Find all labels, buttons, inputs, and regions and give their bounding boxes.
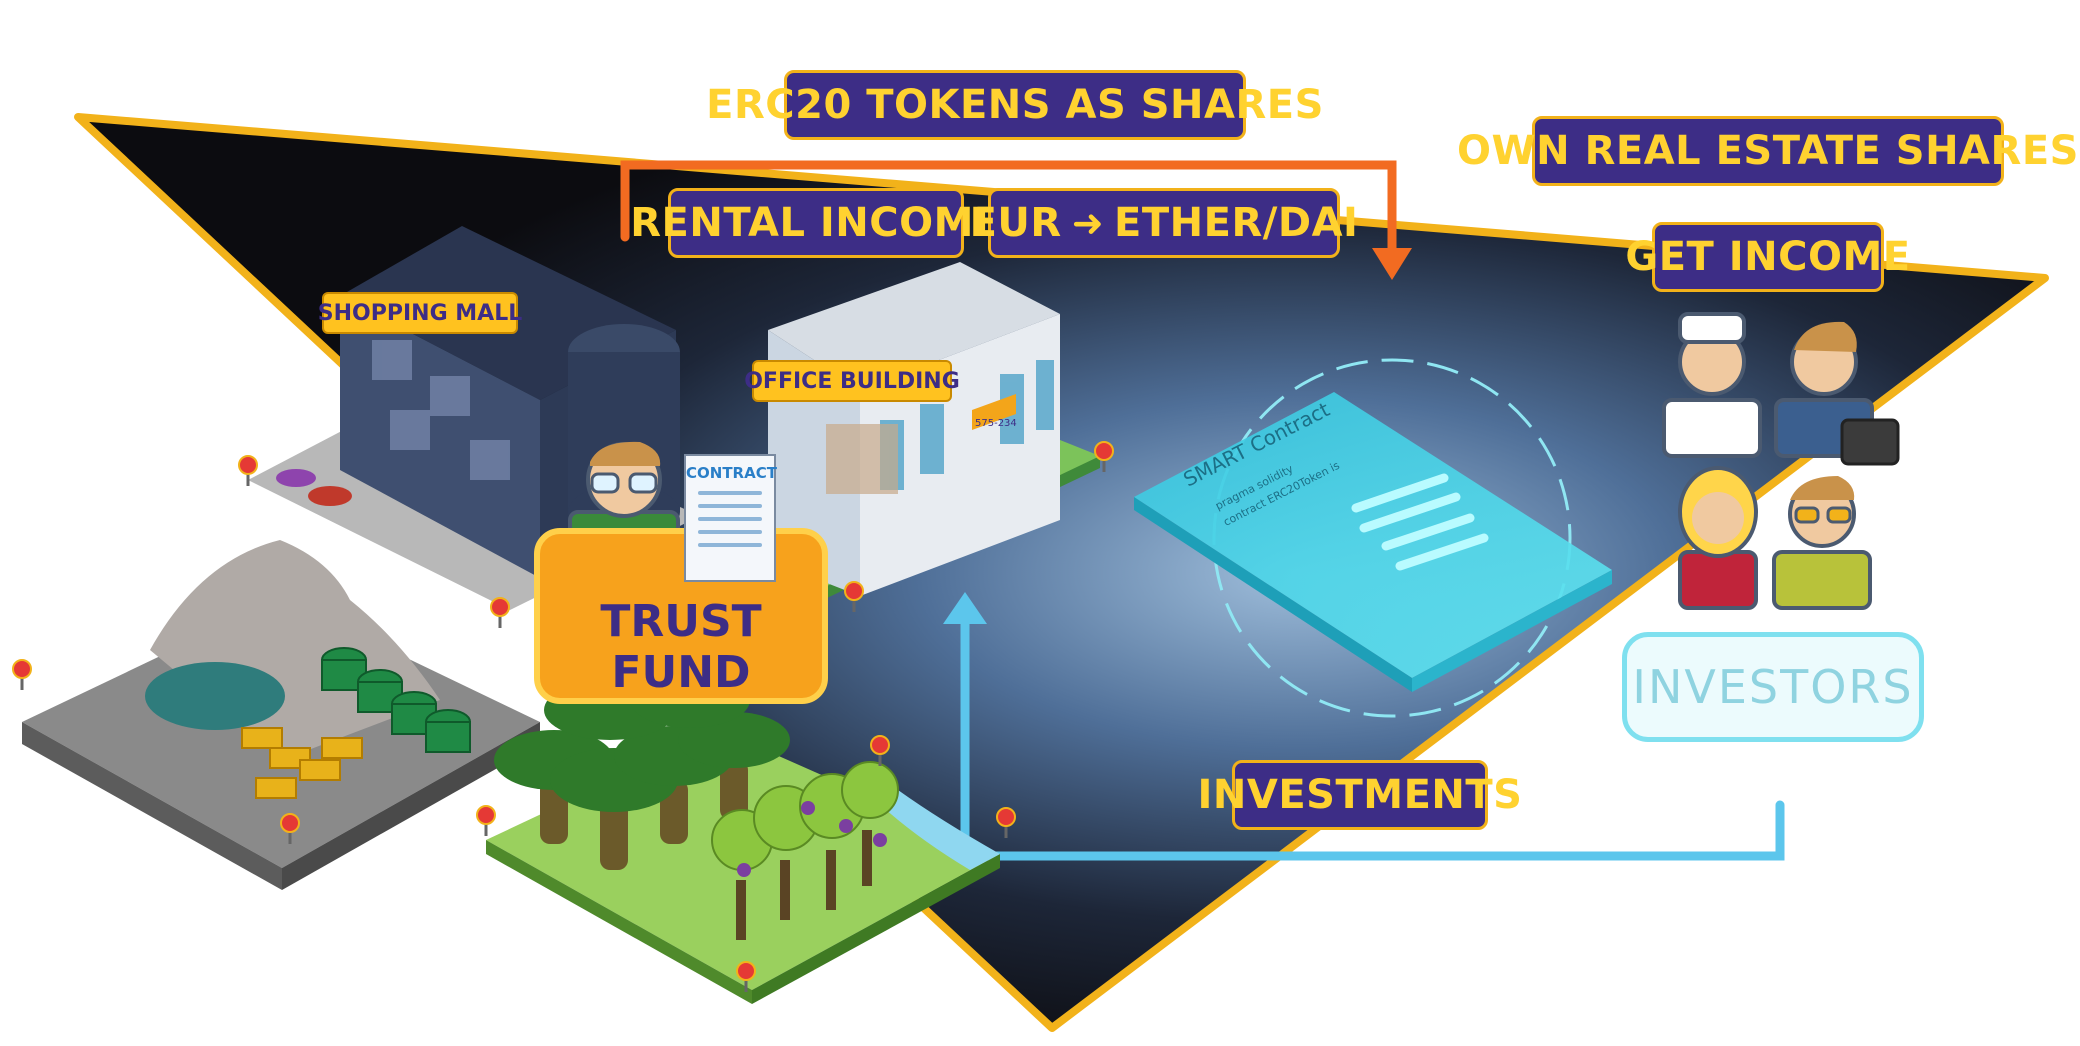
own-real-estate-shares-text: OWN REAL ESTATE SHARES [1457,128,2079,174]
trust-fund-box [534,528,828,704]
erc20-tokens-label: ERC20 TOKENS AS SHARES [706,70,1323,140]
investor-businessman-avatar [1774,321,1900,466]
investor-young-man-avatar [1772,476,1872,610]
get-income-text: GET INCOME [1625,234,1911,280]
contract-document-icon: CONTRACT [684,454,777,582]
investor-woman-avatar [1678,466,1758,610]
contract-title: CONTRACT [686,464,777,482]
investors-text: INVESTORS [1632,660,1914,714]
eur-to-ether-label: EUR ➜ ETHER/DAI [970,188,1358,258]
ether-dai-text: ETHER/DAI [1114,200,1359,246]
investments-text: INVESTMENTS [1197,772,1523,818]
investors-box: INVESTORS [1622,632,1924,742]
trust-fund-title: TRUST FUND [600,596,762,698]
rental-income-text: RENTAL INCOME [630,200,1002,246]
eur-text: EUR [969,200,1062,246]
investor-chef-avatar [1662,312,1762,458]
office-sign-number: 575-234 [975,418,1017,429]
blue-flow-arrow [960,611,1785,861]
arrow-right-icon: ➜ [1071,201,1105,245]
orange-arrowhead-icon [1372,248,1412,280]
mine-land-block [22,540,540,890]
rental-income-label: RENTAL INCOME [630,188,1001,258]
shopping-mall-text: SHOPPING MALL [317,300,523,326]
office-building-tag: OFFICE BUILDING [744,360,960,402]
map-pin-icon [12,441,1114,992]
smart-contract-hologram: SMART Contract pragma solidity contract … [1134,358,1612,718]
briefcase-icon [1840,418,1900,466]
orange-flow-arrow [620,160,1397,257]
investments-label: INVESTMENTS [1198,760,1522,830]
own-real-estate-shares-label: OWN REAL ESTATE SHARES [1457,116,2078,186]
shopping-mall-tag: SHOPPING MALL [318,292,522,334]
erc20-tokens-text: ERC20 TOKENS AS SHARES [706,82,1324,128]
office-building: 575-234 [768,262,1100,608]
office-building-text: OFFICE BUILDING [744,368,960,394]
blue-arrowhead-icon [943,592,987,624]
get-income-label: GET INCOME [1625,222,1910,292]
